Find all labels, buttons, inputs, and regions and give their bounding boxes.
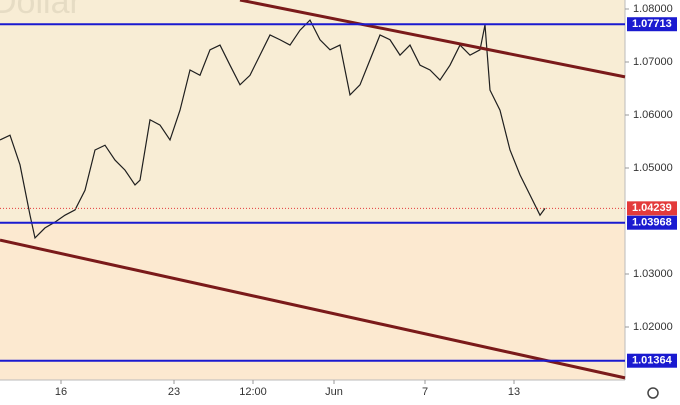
y-tick-label: 1.07000 <box>633 56 673 68</box>
settings-icon[interactable] <box>647 387 659 399</box>
x-tick-label: 23 <box>168 386 180 398</box>
y-tick-label: 1.06000 <box>633 109 673 121</box>
level-tag <box>627 17 677 32</box>
level-label: 1.01364 <box>632 355 673 367</box>
price-line <box>0 19 546 240</box>
x-tick-label: 13 <box>508 386 520 398</box>
y-tick-label: 1.08000 <box>633 3 673 15</box>
last-price-label: 1.04239 <box>632 202 672 214</box>
level-label: 1.03968 <box>632 217 672 229</box>
watermark: Dollar <box>0 0 81 21</box>
x-tick-label: 12:00 <box>239 386 267 398</box>
level-tag <box>627 215 677 230</box>
last-price-tag <box>627 201 677 216</box>
x-tick-label: 16 <box>55 386 67 398</box>
y-tick-label: 1.05000 <box>633 162 673 174</box>
trend-line <box>0 238 626 380</box>
y-tick-label: 1.03000 <box>633 268 673 280</box>
level-label: 1.07713 <box>632 18 672 30</box>
x-tick-label: Jun <box>325 386 343 398</box>
level-tag <box>627 353 677 368</box>
x-tick-label: 7 <box>422 386 428 398</box>
trend-line <box>239 0 626 79</box>
y-tick-label: 1.02000 <box>633 321 673 333</box>
